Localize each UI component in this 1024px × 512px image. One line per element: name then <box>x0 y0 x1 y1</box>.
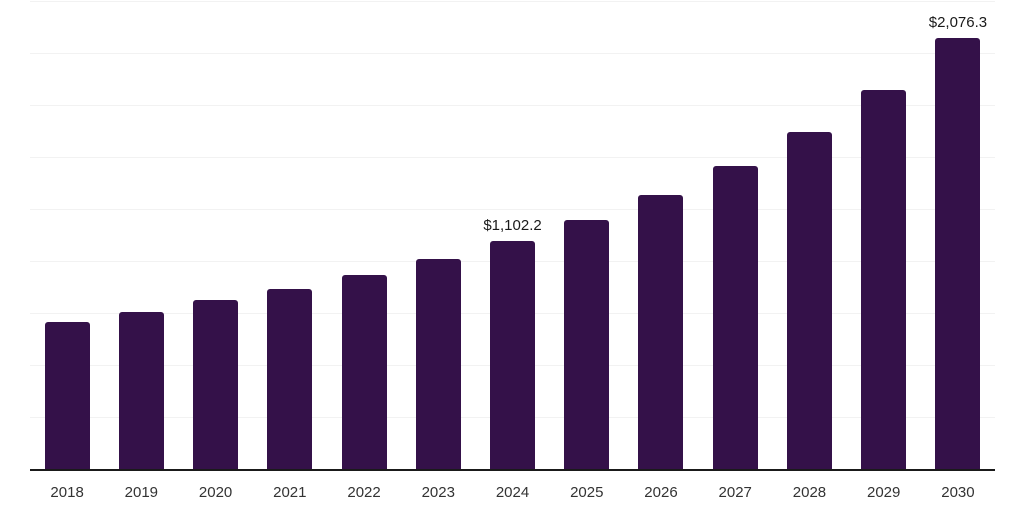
bar-2022 <box>341 274 387 470</box>
bar-2021 <box>267 288 313 470</box>
bar-slot-2020 <box>178 2 252 470</box>
x-tick-label-2022: 2022 <box>347 484 381 501</box>
bar-2027 <box>712 166 758 470</box>
bar-value-label-2024: $1,102.2 <box>483 216 542 234</box>
bar-2026 <box>638 194 684 470</box>
bar-slot-2022 <box>327 2 401 470</box>
bar-2019 <box>118 311 164 470</box>
x-tick-label-2023: 2023 <box>421 484 455 501</box>
x-tick-label-2021: 2021 <box>273 484 307 501</box>
x-tick-label-2030: 2030 <box>941 484 975 501</box>
bar-value-label-2030: $2,076.3 <box>928 14 988 32</box>
gridline-1500 <box>30 157 995 159</box>
bar-2024 <box>490 240 536 470</box>
x-tick-label-2027: 2027 <box>718 484 752 501</box>
bar-slot-2018 <box>30 2 104 470</box>
gridline-1250 <box>30 209 995 210</box>
x-axis-labels: 2018 2019 2020 2021 2022 2023 2024 2025 2026 2027… <box>30 484 995 501</box>
bar-2030 <box>935 38 981 470</box>
bar-2028 <box>786 132 832 470</box>
gridline-1750 <box>30 105 995 106</box>
bar-2020 <box>193 300 239 470</box>
x-tick-label-2028: 2028 <box>792 484 827 501</box>
bar-slot-2026 <box>624 2 698 470</box>
bars-row: $1,102.2 $2,076.3 <box>30 2 995 470</box>
x-tick-label-2020: 2020 <box>198 484 233 501</box>
bar-slot-2028 <box>772 2 846 470</box>
bar-2029 <box>861 89 907 470</box>
x-tick-label-2018: 2018 <box>50 484 84 501</box>
bar-2025 <box>564 219 610 470</box>
bar-slot-2024: $1,102.2 <box>475 2 549 470</box>
bar-2018 <box>44 322 90 470</box>
bar-2023 <box>415 258 461 470</box>
bar-slot-2030: $2,076.3 <box>921 2 995 470</box>
gridline-2250 <box>30 1 995 2</box>
x-tick-label-2026: 2026 <box>644 484 678 501</box>
gridline-2000 <box>30 53 995 54</box>
x-tick-label-2029: 2029 <box>867 484 901 501</box>
bar-slot-2029 <box>847 2 921 470</box>
bar-slot-2027 <box>698 2 772 470</box>
bar-slot-2021 <box>253 2 327 470</box>
bar-slot-2019 <box>104 2 178 470</box>
bar-slot-2025 <box>550 2 624 470</box>
x-tick-label-2019: 2019 <box>124 484 159 501</box>
bar-slot-2023 <box>401 2 475 470</box>
plot-area: $1,102.2 $2,076.3 <box>30 1 995 470</box>
x-tick-label-2024: 2024 <box>495 484 530 501</box>
x-axis-line <box>30 469 995 471</box>
x-tick-label-2025: 2025 <box>570 484 604 501</box>
